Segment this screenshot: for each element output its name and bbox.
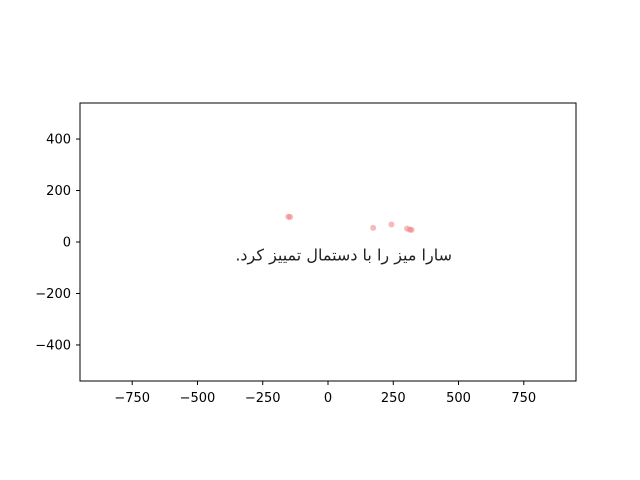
data-point xyxy=(408,226,415,233)
y-tick-label: 200 xyxy=(46,184,71,199)
y-tick-label: −400 xyxy=(35,338,71,353)
x-tick-label: 750 xyxy=(511,391,536,406)
x-tick-label: 0 xyxy=(324,391,332,406)
data-point xyxy=(287,214,294,221)
plot-frame xyxy=(79,102,577,382)
x-axis: −750 −500 −250 0 250 500 750 xyxy=(114,381,536,406)
data-point xyxy=(388,221,395,228)
y-axis: 400 200 0 −200 −400 xyxy=(35,133,80,353)
y-tick-label: −200 xyxy=(35,287,71,302)
data-points xyxy=(285,213,415,233)
plot-background xyxy=(80,103,576,381)
annotation-text: سارا میز را با دستمال تمییز کرد. xyxy=(235,245,452,265)
x-tick-label: 250 xyxy=(381,391,406,406)
y-tick-label: 400 xyxy=(46,133,71,148)
x-tick-label: −500 xyxy=(180,391,216,406)
x-tick-label: −250 xyxy=(245,391,281,406)
y-tick-label: 0 xyxy=(63,236,71,251)
data-point xyxy=(370,224,377,231)
x-tick-label: −750 xyxy=(114,391,150,406)
annotations: سارا میز را با دستمال تمییز کرد. xyxy=(235,245,452,265)
x-tick-label: 500 xyxy=(446,391,471,406)
